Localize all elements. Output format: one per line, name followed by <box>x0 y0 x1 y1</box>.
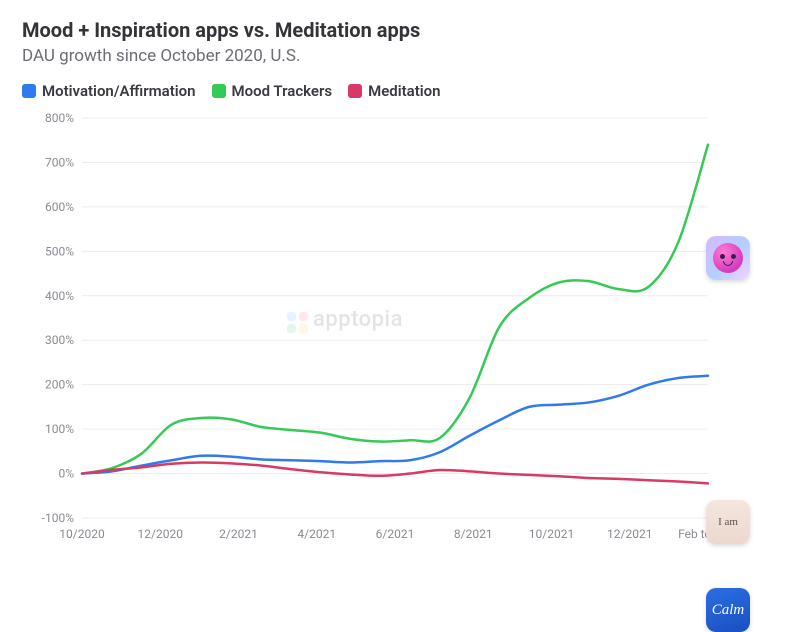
legend-item-meditation: Meditation <box>348 82 440 100</box>
legend-item-mood: Mood Trackers <box>212 82 333 100</box>
svg-text:10/2020: 10/2020 <box>59 527 105 541</box>
svg-text:400%: 400% <box>45 289 74 303</box>
svg-text:apptopia: apptopia <box>313 307 403 332</box>
legend-label: Mood Trackers <box>232 82 333 100</box>
svg-text:0%: 0% <box>58 467 74 481</box>
svg-text:8/2021: 8/2021 <box>454 527 493 541</box>
svg-text:6/2021: 6/2021 <box>376 527 415 541</box>
chart-title: Mood + Inspiration apps vs. Meditation a… <box>22 18 778 42</box>
svg-text:4/2021: 4/2021 <box>297 527 336 541</box>
svg-text:300%: 300% <box>45 333 74 347</box>
legend-swatch <box>348 84 362 98</box>
svg-text:12/2020: 12/2020 <box>138 527 184 541</box>
svg-text:500%: 500% <box>45 244 74 258</box>
legend-swatch <box>212 84 226 98</box>
legend-label: Motivation/Affirmation <box>42 82 196 100</box>
i-am-app-icon: I am <box>706 500 750 544</box>
svg-text:10/2021: 10/2021 <box>529 527 574 541</box>
svg-text:12/2021: 12/2021 <box>607 527 652 541</box>
svg-text:800%: 800% <box>45 111 74 125</box>
chart-subtitle: DAU growth since October 2020, U.S. <box>22 46 778 66</box>
legend-item-motivation: Motivation/Affirmation <box>22 82 196 100</box>
svg-text:700%: 700% <box>45 155 74 169</box>
legend-label: Meditation <box>368 82 440 100</box>
svg-text:2/2021: 2/2021 <box>219 527 258 541</box>
legend-swatch <box>22 84 36 98</box>
line-chart: -100% 0% 100% 200% 300% 400% 500% 600% 700% 800% 1… <box>22 108 778 558</box>
svg-text:200%: 200% <box>45 378 74 392</box>
chart-area: -100% 0% 100% 200% 300% 400% 500% 600% 700% 800% 1… <box>22 108 778 558</box>
mood-tracker-app-icon <box>706 236 750 280</box>
svg-text:-100%: -100% <box>42 511 75 525</box>
legend: Motivation/Affirmation Mood Trackers Med… <box>22 82 778 100</box>
svg-text:600%: 600% <box>45 200 74 214</box>
calm-app-icon: Calm <box>706 588 750 632</box>
svg-text:100%: 100% <box>45 422 74 436</box>
